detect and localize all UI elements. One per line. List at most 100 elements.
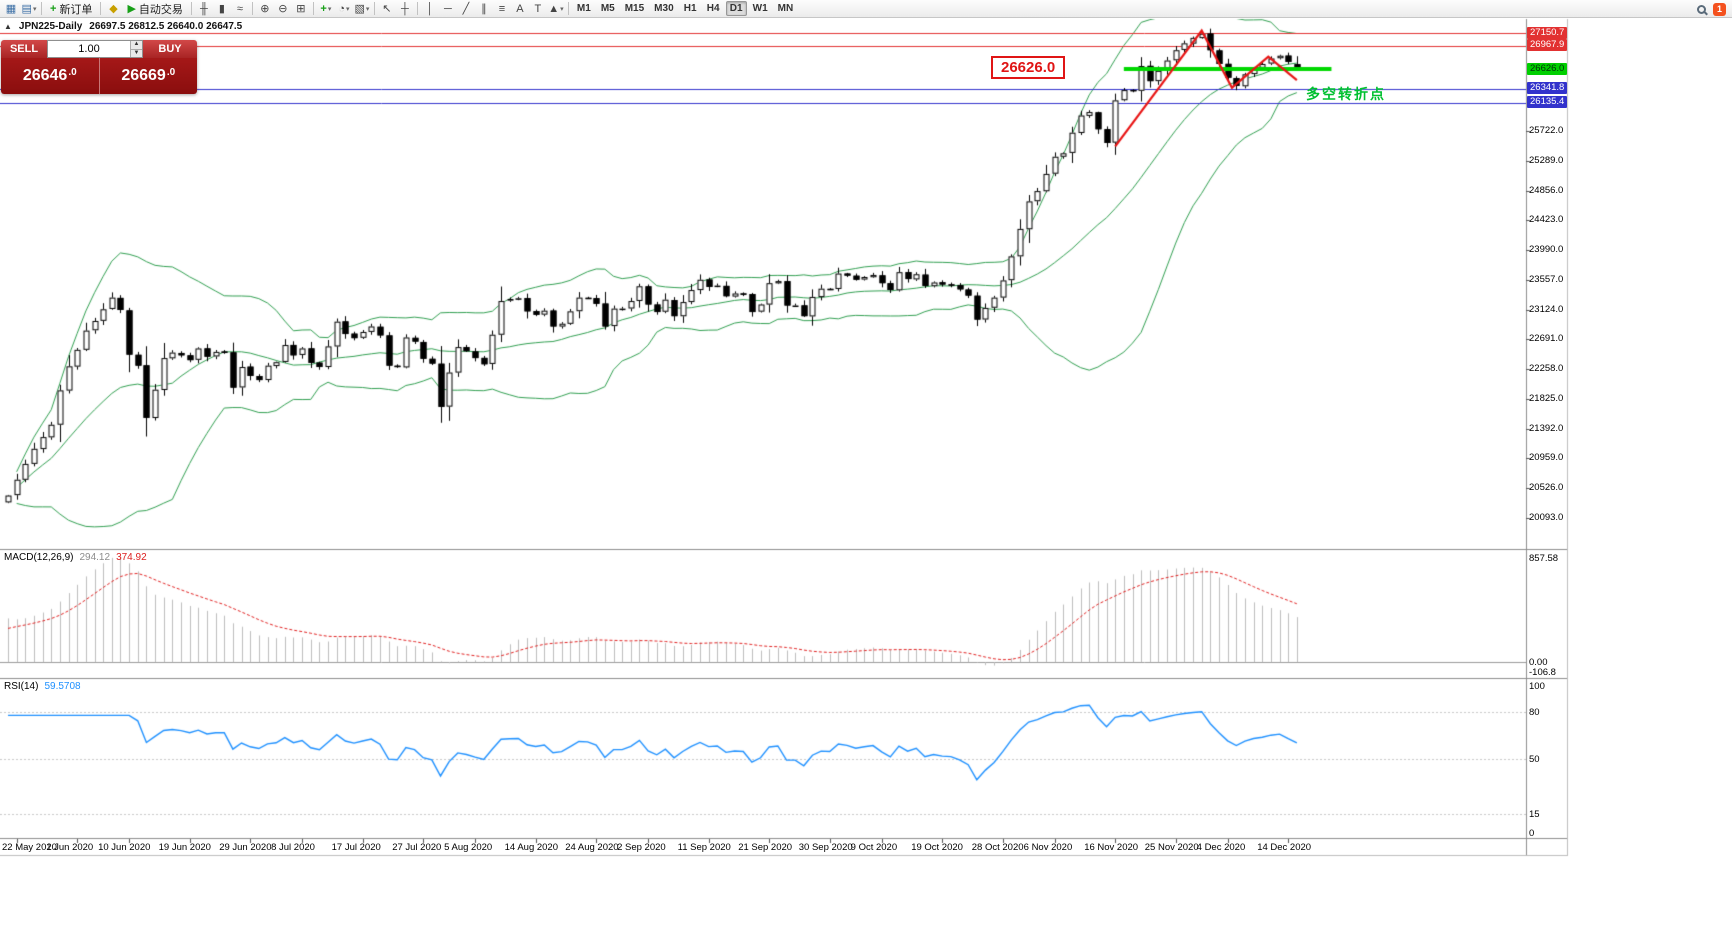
timeframe-button-d1[interactable]: D1 (725, 1, 747, 16)
price-axis-label: 25289.0 (1529, 154, 1564, 166)
price-axis-label: 24856.0 (1529, 184, 1564, 196)
price-annotation-box[interactable]: 26626.0 (991, 56, 1066, 79)
vertical-line-icon[interactable]: │ (426, 2, 434, 15)
timeframe-button-m5[interactable]: M5 (600, 3, 615, 14)
notification-badge[interactable]: 1 (1713, 2, 1726, 16)
date-axis-label: 11 Sep 2020 (677, 842, 731, 853)
rsi-value: 59.5708 (44, 681, 81, 692)
price-axis-label: 23990.0 (1529, 244, 1564, 256)
date-axis-label: 29 Jun 2020 (219, 842, 272, 853)
new-order-button[interactable]: + 新订单 (50, 2, 93, 16)
date-axis-label: 24 Aug 2020 (565, 842, 619, 853)
macd-axis-label: -106.8 (1529, 667, 1556, 678)
fibonacci-icon[interactable]: ≡ (498, 2, 506, 15)
price-axis-label: 21825.0 (1529, 392, 1564, 404)
date-axis-label: 1 Jun 2020 (46, 842, 94, 853)
indicators-icon[interactable]: + ▾ (320, 2, 332, 15)
volume-decrease-icon[interactable]: ▼ (131, 49, 142, 57)
date-axis-label: 8 Jul 2020 (271, 842, 315, 853)
horizontal-line-icon[interactable]: ─ (444, 2, 452, 15)
expert-advisors-icon[interactable]: ◆ (109, 3, 118, 15)
arrows-tool-icon[interactable]: ▲ ▾ (548, 2, 564, 15)
periods-icon[interactable]: ◔ ▾ (338, 2, 350, 15)
rsi-axis-label: 80 (1529, 706, 1540, 718)
date-axis-label: 27 Jul 2020 (392, 842, 442, 853)
text-label-icon[interactable]: T (534, 2, 542, 15)
tile-windows-icon[interactable]: ⊞ (296, 3, 306, 15)
date-axis-label: 2 Sep 2020 (617, 842, 666, 853)
timeframe-button-h4[interactable]: H4 (706, 3, 720, 14)
rsi-axis-label: 50 (1529, 754, 1540, 765)
macd-signal-value: 374.92 (116, 552, 147, 563)
ohlc-values: 26697.5 26812.5 26640.0 26647.5 (89, 21, 243, 32)
price-axis-label: 20959.0 (1529, 452, 1564, 464)
volume-value[interactable]: 1.00 (78, 43, 100, 55)
date-axis-label: 14 Dec 2020 (1257, 842, 1312, 853)
symbol-timeframe-label: JPN225-Daily (18, 21, 83, 32)
toolbar-right-group: 1 (1697, 0, 1726, 18)
date-axis-label: 4 Dec 2020 (1196, 842, 1246, 853)
toolbar-separator (312, 2, 314, 15)
timeframe-button-m30[interactable]: M30 (654, 3, 674, 14)
zoom-out-icon[interactable]: ⊖ (278, 3, 288, 15)
volume-stepper[interactable]: 1.00 ▲ ▼ (47, 40, 143, 58)
search-icon[interactable] (1697, 4, 1706, 14)
trendline-icon[interactable]: ╱ (462, 3, 470, 15)
date-axis-label: 5 Aug 2020 (444, 842, 493, 853)
buy-button[interactable]: BUY (143, 40, 197, 58)
date-axis-label: 19 Oct 2020 (911, 842, 963, 853)
price-level-label: 26341.8 (1527, 82, 1568, 95)
price-axis-label: 23557.0 (1529, 273, 1564, 285)
toolbar-separator (251, 2, 253, 15)
buy-price[interactable]: 26669.0 (121, 66, 176, 85)
rsi-axis-label: 100 (1529, 681, 1545, 692)
date-axis-label: 14 Aug 2020 (504, 842, 558, 853)
timeframe-button-m1[interactable]: M1 (576, 3, 591, 14)
timeframe-button-mn[interactable]: MN (777, 3, 794, 14)
turning-point-text[interactable]: 多空转折点 (1306, 86, 1386, 102)
price-axis-label: 22258.0 (1529, 363, 1564, 375)
one-click-trading-widget: SELL 1.00 ▲ ▼ BUY 26646.0 26669.0 (1, 40, 197, 94)
candlestick-chart-icon[interactable]: ▮ (218, 3, 225, 15)
toolbar: ▦ ▤ ▾ + 新订单 ◆ ▶ 自动交易 ╫ ▮ ≈ ⊕ ⊖ ⊞ + ▾ ◔ ▾ ▧ ▾ ↖ ┼ │ ─ ╱ ∥ ≡ A T ▲ ▾ M1 M5… (0, 0, 1732, 18)
auto-trading-button[interactable]: ▶ 自动交易 (127, 3, 183, 16)
date-axis-label: 21 Sep 2020 (738, 842, 793, 853)
price-axis-label: 22691.0 (1529, 333, 1564, 345)
bar-chart-icon[interactable]: ╫ (200, 2, 208, 15)
timeframe-button-h1[interactable]: H1 (683, 3, 697, 14)
crosshair-icon[interactable]: ┼ (401, 2, 409, 15)
rsi-title: RSI(14) (4, 681, 39, 692)
profiles-icon[interactable]: ▤ ▾ (21, 3, 37, 15)
equidistant-channel-icon[interactable]: ∥ (481, 3, 487, 15)
macd-indicator-label: MACD(12,26,9) 294.12 374.92 (4, 552, 147, 563)
cursor-icon[interactable]: ↖ (382, 3, 392, 15)
date-axis-label: 16 Nov 2020 (1084, 842, 1139, 853)
sell-button[interactable]: SELL (1, 40, 47, 58)
date-axis-label: 28 Oct 2020 (971, 842, 1024, 853)
timeframe-button-m15[interactable]: M15 (624, 3, 645, 14)
rsi-indicator-label: RSI(14) 59.5708 (4, 681, 81, 692)
price-level-label: 26967.9 (1527, 39, 1568, 52)
zoom-in-icon[interactable]: ⊕ (260, 3, 270, 15)
new-chart-icon[interactable]: ▦ (5, 3, 17, 15)
macd-axis-label: 857.58 (1529, 553, 1559, 564)
rsi-axis-label: 0 (1529, 828, 1535, 839)
line-chart-icon[interactable]: ≈ (236, 2, 243, 15)
date-axis-label: 22 May 2020 (2, 842, 57, 853)
toolbar-separator (416, 2, 418, 15)
macd-axis-label: 0.00 (1529, 657, 1548, 669)
toolbar-separator (190, 2, 192, 15)
templates-icon[interactable]: ▧ ▾ (354, 3, 370, 15)
volume-increase-icon[interactable]: ▲ (131, 41, 142, 50)
sell-price[interactable]: 26646.0 (1, 58, 100, 94)
collapse-one-click-icon[interactable]: ▲ (4, 22, 12, 31)
macd-title: MACD(12,26,9) (4, 552, 74, 563)
symbol-header: ▲ JPN225-Daily 26697.5 26812.5 26640.0 2… (4, 21, 242, 32)
macd-main-value: 294.12 (79, 552, 111, 563)
price-level-label: 26135.4 (1527, 96, 1568, 109)
price-axis-label: 23124.0 (1529, 303, 1564, 315)
timeframe-button-w1[interactable]: W1 (752, 3, 768, 14)
text-tool-icon[interactable]: A (516, 2, 524, 15)
